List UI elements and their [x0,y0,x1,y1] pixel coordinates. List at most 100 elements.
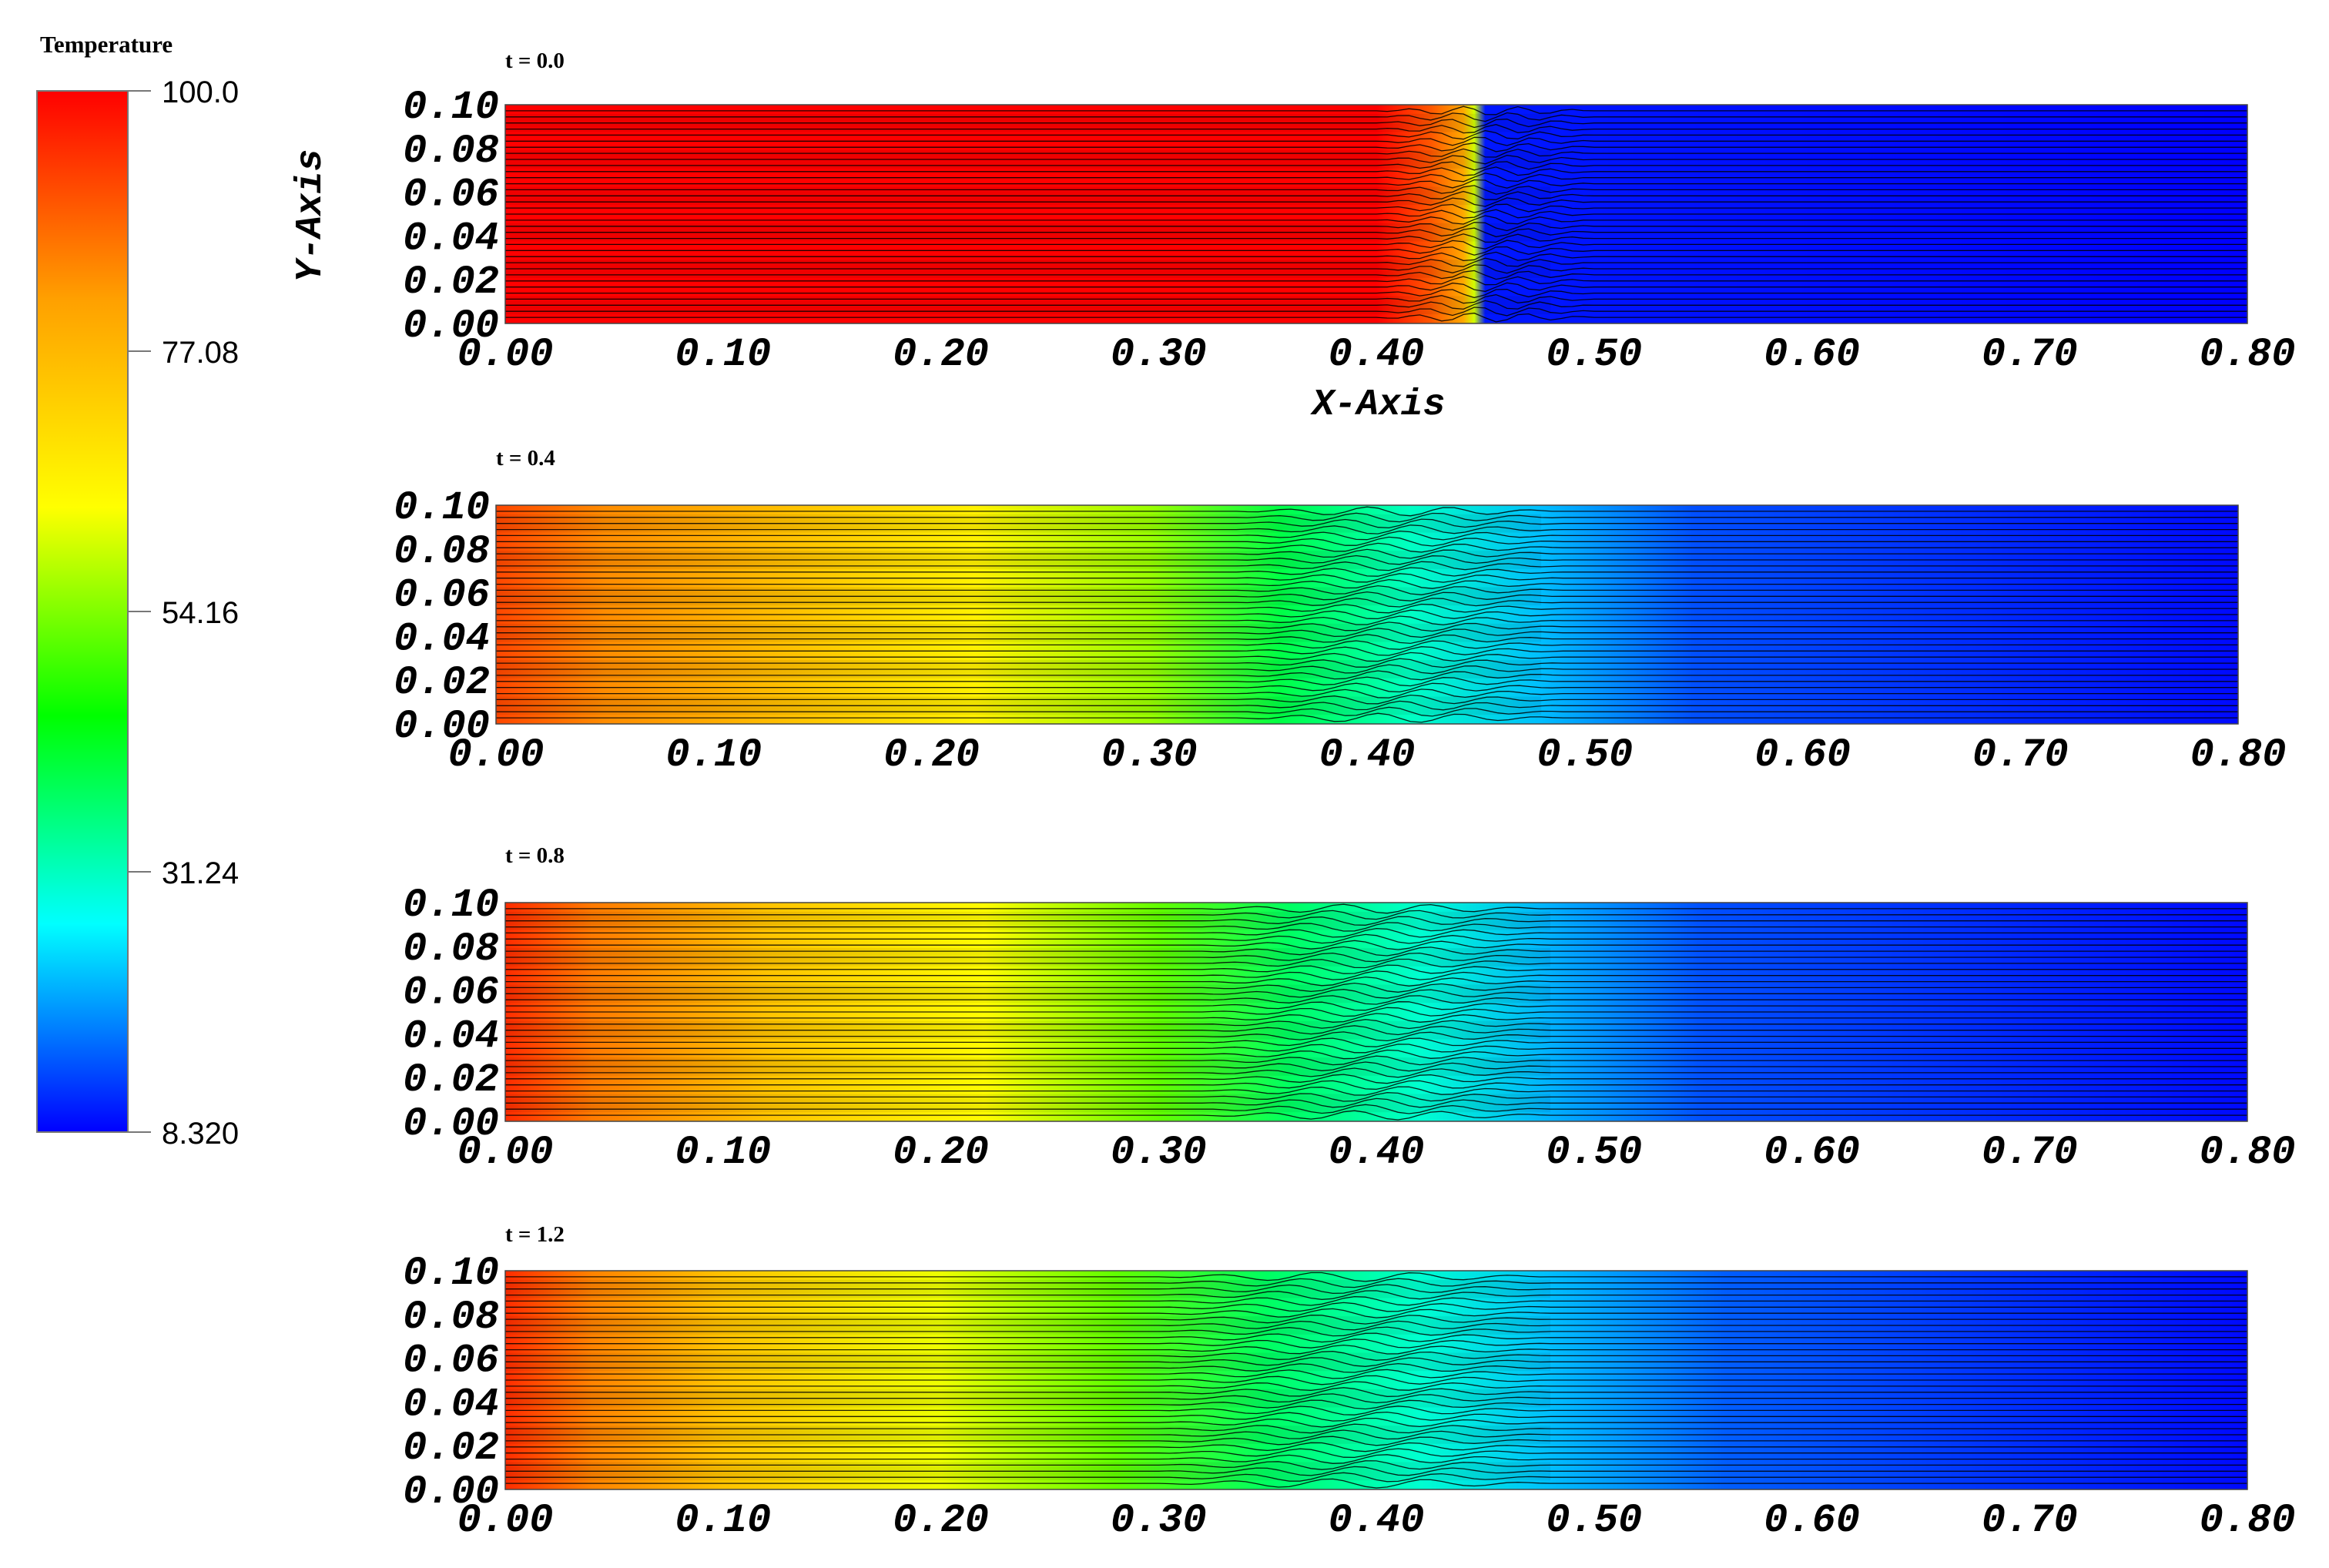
contour-line [505,136,2247,146]
y-tick-label: 0.10 [394,485,490,531]
contour-line [505,1411,2247,1422]
plot-frame [504,1270,2248,1490]
y-tick-label: 0.00 [403,303,499,349]
x-tick-label: 0.60 [1754,732,1851,778]
x-tick-label: 0.70 [1982,1130,2078,1175]
contour-line [505,1278,2247,1288]
contour-line [505,289,2247,299]
contour-line [505,1326,2247,1337]
contour-line [505,1381,2247,1392]
contour-line [496,652,2238,662]
contour-line [505,1315,2247,1325]
contour-line [505,1110,2247,1121]
y-tick-label: 0.08 [403,926,499,972]
contour-line [496,682,2238,693]
x-tick-label: 0.40 [1319,732,1416,778]
contour-line [505,1104,2247,1114]
contour-line [505,233,2247,243]
colorbar-title: Temperature [40,31,173,58]
contour-line [505,1019,2247,1030]
contour-line [505,1080,2247,1091]
contour-line [505,1074,2247,1084]
contour-line [505,222,2247,232]
x-tick-label: 0.70 [1982,332,2078,377]
contour-line [496,664,2238,675]
contour-line [505,270,2247,280]
contour-line [505,1044,2247,1054]
contour-line [505,1460,2247,1470]
plot-frame [504,902,2248,1122]
contour-line [496,670,2238,681]
x-tick-label: 0.70 [1972,732,2069,778]
contour-line [505,1442,2247,1452]
contour-line [496,700,2238,711]
contour-line [505,964,2247,974]
contour-line [505,276,2247,286]
colorbar-tick-label-77: 77.08 [162,336,239,370]
x-tick-label: 0.50 [1546,332,1642,377]
contour-line [505,1466,2247,1476]
contour-line [496,694,2238,705]
contour-lines [505,903,2247,1121]
y-tick-label: 0.06 [403,173,499,218]
x-tick-label: 0.40 [1329,1130,1425,1175]
panel-2: t = 0.80.100.080.060.040.020.000.00 0.10 0… [403,843,2295,1175]
x-tick-label: 0.10 [665,732,762,778]
contour-line [505,246,2247,256]
contour-line [496,542,2238,553]
contour-line [505,933,2247,944]
y-tick-label: 0.10 [403,1251,499,1296]
contour-line [496,598,2238,608]
x-tick-label: 0.00 [457,332,554,377]
colorbar-tick-label-54: 54.16 [162,596,239,630]
y-tick-label: 0.02 [403,1426,499,1471]
contour-line [505,294,2247,304]
contour-line [505,203,2247,213]
contour-line [505,166,2247,176]
contour-line [505,1067,2247,1078]
contour-line [505,1417,2247,1428]
contour-line [505,1037,2247,1047]
x-tick-label: 0.00 [457,1498,554,1543]
contour-line [505,1295,2247,1306]
x-tick-label: 0.50 [1546,1130,1642,1175]
colorbar-tick-label-100: 100.0 [162,75,239,109]
panel-1: t = 0.40.100.080.060.040.020.000.00 0.10 0… [394,446,2286,778]
y-tick-label: 0.04 [394,616,490,662]
contour-line [505,940,2247,950]
contour-line [505,1025,2247,1036]
contour-line [505,1031,2247,1042]
contour-line [505,161,2247,171]
colorbar-gradient [36,90,129,1133]
contour-line [496,603,2238,614]
contour-line [505,927,2247,938]
contour-line [505,903,2247,914]
contour-line [505,982,2247,993]
contour-line [505,1284,2247,1295]
contour-line [505,1007,2247,1017]
contour-line [496,640,2238,650]
contour-line [505,922,2247,932]
contour-line [505,1302,2247,1312]
contour-line [505,958,2247,969]
contour-line [505,970,2247,980]
contour-line [496,646,2238,656]
contour-line [496,578,2238,589]
contour-line [505,257,2247,267]
x-tick-label: 0.60 [1764,332,1860,377]
x-tick-label: 0.20 [893,1130,989,1175]
contour-line [505,1271,2247,1282]
panel-title: t = 0.0 [505,49,565,73]
y-tick-label: 0.08 [394,529,490,575]
y-tick-label: 0.06 [403,1338,499,1384]
contour-line [505,1478,2247,1489]
y-tick-label: 0.06 [394,573,490,618]
panel-0: t = 0.00.100.080.060.040.020.000.00 0.10 0… [403,49,2295,377]
contour-line [505,1423,2247,1434]
contour-line [496,561,2238,571]
x-tick-label: 0.80 [2200,1130,2296,1175]
contour-line [496,706,2238,717]
contour-line [505,976,2247,987]
contour-line [496,506,2238,517]
